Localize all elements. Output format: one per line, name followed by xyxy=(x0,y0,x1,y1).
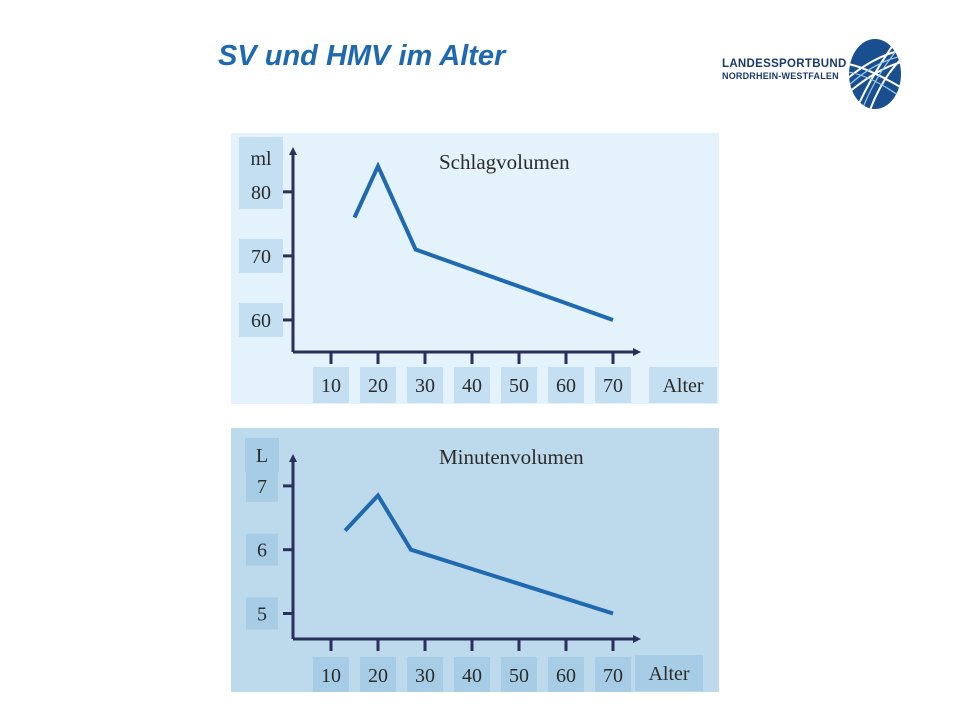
x-axis-arrow xyxy=(633,348,641,356)
x-tick-label: 20 xyxy=(368,665,388,687)
x-axis-label-box xyxy=(649,367,717,403)
logo-line-1: LANDESSPORTBUND xyxy=(722,58,847,70)
minute-volume-chart-svg: L 7 6 5 10 20 30 40 50 60 70 Alter Minutenvolumen xyxy=(231,428,719,693)
x-tick-label: 10 xyxy=(321,665,341,687)
x-axis-arrow xyxy=(633,635,641,643)
chart-panel-background xyxy=(231,133,719,404)
chart-title: Schlagvolumen xyxy=(439,150,570,174)
x-tick-label-box xyxy=(548,657,584,693)
x-tick-label-box xyxy=(454,657,490,693)
x-tick-label-box xyxy=(501,657,537,693)
y-tick-label-box xyxy=(246,597,278,630)
x-tick-label: 50 xyxy=(509,665,529,687)
x-axis-label-box xyxy=(635,655,703,691)
x-tick-label-box xyxy=(360,367,396,403)
x-axis-label: Alter xyxy=(648,663,689,685)
x-tick-label: 30 xyxy=(415,665,435,687)
x-tick-label-box xyxy=(407,367,443,403)
y-unit-label-box xyxy=(239,137,283,179)
y-axis-arrow xyxy=(289,147,297,155)
x-tick-label-box xyxy=(360,657,396,693)
chart-title: Minutenvolumen xyxy=(439,445,584,469)
y-tick-label: 5 xyxy=(257,603,267,625)
x-tick-label: 60 xyxy=(556,375,576,397)
x-tick-label-box xyxy=(454,367,490,403)
x-tick-label: 70 xyxy=(603,375,623,397)
y-axis-arrow xyxy=(289,454,297,462)
data-series-line xyxy=(343,492,614,616)
x-tick-label: 40 xyxy=(462,665,482,687)
y-tick-label-box xyxy=(239,302,283,337)
y-unit-label-box xyxy=(245,438,279,472)
y-tick-label: 70 xyxy=(251,246,271,268)
page-title: SV und HMV im Alter xyxy=(218,40,506,72)
stroke-volume-chart: ml 80 70 60 10 20 30 40 50 60 70 Alter Schlagvolumen xyxy=(231,133,719,404)
y-tick-label-box xyxy=(246,469,278,502)
y-axis-unit-label: ml xyxy=(250,148,272,170)
chart-panel-background xyxy=(231,428,719,692)
x-tick-label-box xyxy=(407,657,443,693)
logo-line-2: NORDRHEIN-WESTFALEN xyxy=(722,71,839,81)
x-axis-label: Alter xyxy=(662,375,703,397)
x-tick-label-box xyxy=(595,367,631,403)
y-tick-label: 60 xyxy=(251,310,271,332)
x-tick-label-box xyxy=(595,657,631,693)
x-tick-label-box xyxy=(501,367,537,403)
x-tick-label: 30 xyxy=(415,375,435,397)
x-tick-label: 50 xyxy=(509,375,529,397)
x-tick-label: 20 xyxy=(368,375,388,397)
y-tick-label: 6 xyxy=(257,540,267,562)
x-tick-label-box xyxy=(548,367,584,403)
x-tick-label-box xyxy=(313,367,349,403)
x-tick-label: 40 xyxy=(462,375,482,397)
y-tick-label: 80 xyxy=(251,182,271,204)
y-tick-label-box xyxy=(246,533,278,566)
x-tick-label: 10 xyxy=(321,375,341,397)
y-axis-unit-label: L xyxy=(256,445,268,467)
x-tick-label: 60 xyxy=(556,665,576,687)
y-tick-label-box xyxy=(239,174,283,209)
x-tick-label: 70 xyxy=(603,665,623,687)
data-series-line xyxy=(352,161,614,322)
y-tick-label: 7 xyxy=(257,476,267,498)
minute-volume-chart: L 7 6 5 10 20 30 40 50 60 70 Alter Minutenvolumen xyxy=(231,428,719,693)
x-tick-label-box xyxy=(313,657,349,693)
stroke-volume-chart-svg: ml 80 70 60 10 20 30 40 50 60 70 Alter Schlagvolumen xyxy=(231,133,719,404)
y-tick-label-box xyxy=(239,238,283,273)
globe-icon xyxy=(849,39,901,109)
landessportbund-logo: LANDESSPORTBUND NORDRHEIN-WESTFALEN xyxy=(722,38,902,118)
